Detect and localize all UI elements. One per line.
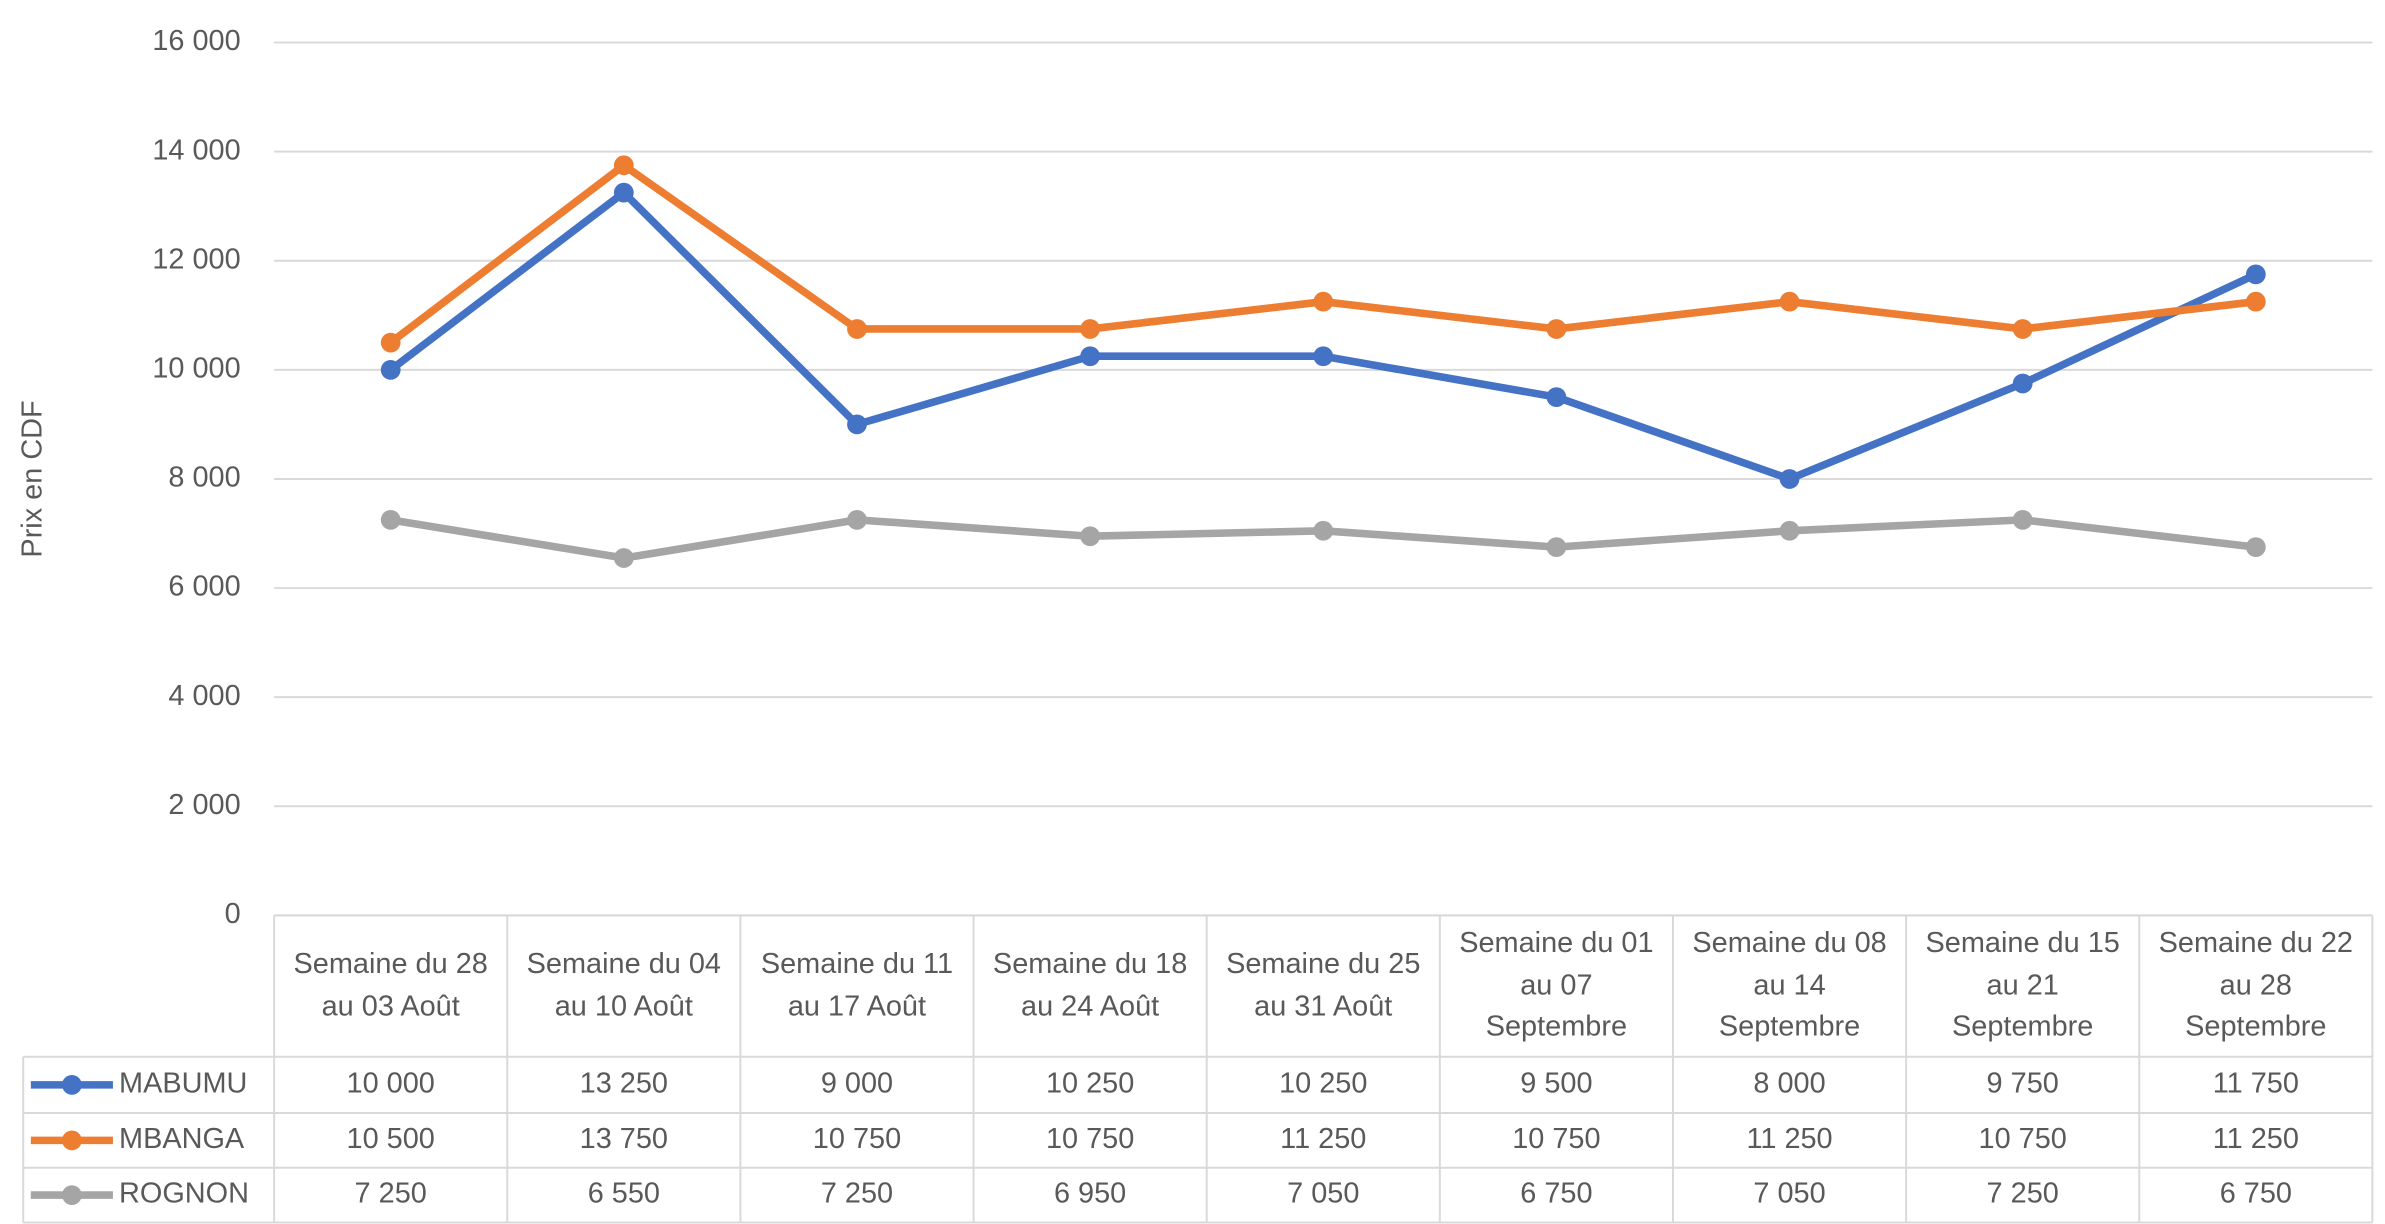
data-point <box>2012 373 2033 394</box>
table-value: 11 250 <box>1280 1123 1366 1155</box>
table-value: 10 750 <box>1512 1123 1600 1155</box>
legend-label: MBANGA <box>119 1123 245 1155</box>
table-value: 6 950 <box>1054 1178 1126 1210</box>
table-value: 9 000 <box>821 1067 893 1099</box>
table-value: 13 250 <box>580 1067 668 1099</box>
table-value: 10 750 <box>1979 1123 2067 1155</box>
x-tick-label: Semaine du 01 au 07 Septembre <box>1459 927 1654 1044</box>
data-point <box>1546 319 1567 339</box>
series <box>380 182 2266 489</box>
grid <box>274 41 2373 917</box>
legend-label: MABUMU <box>119 1067 247 1099</box>
y-tick-label: 10 000 <box>152 352 240 384</box>
data-point <box>2012 319 2033 339</box>
legend-marker <box>62 1130 82 1151</box>
table-value: 7 050 <box>1287 1178 1359 1210</box>
data-point <box>1546 387 1567 408</box>
y-tick-label: 16 000 <box>152 25 240 57</box>
data-point <box>1779 469 1800 489</box>
series <box>380 509 2266 568</box>
y-tick-label: 4 000 <box>168 680 240 712</box>
category-cell: Semaine du 01 au 07 Septembre <box>1459 927 1654 1044</box>
x-tick-label: Semaine du 25 au 31 Août <box>1226 948 1421 1023</box>
table-value: 6 750 <box>1520 1178 1592 1210</box>
table-value: 13 750 <box>580 1123 668 1155</box>
category-cell: Semaine du 28 au 03 Août <box>293 948 488 1023</box>
data-point <box>380 332 401 353</box>
data-point <box>1313 346 1334 367</box>
data-point <box>847 319 867 339</box>
table-value: 10 500 <box>347 1123 435 1155</box>
table-value: 7 250 <box>1987 1178 2059 1210</box>
table-value: 10 750 <box>813 1123 901 1155</box>
x-tick-label: Semaine du 08 au 14 Septembre <box>1692 927 1887 1044</box>
data-point <box>1080 526 1101 547</box>
series-line <box>388 161 2257 346</box>
legend-marker <box>62 1074 82 1095</box>
table-value: 11 250 <box>2213 1123 2299 1155</box>
data-point <box>1313 520 1334 541</box>
y-tick-label: 2 000 <box>168 789 240 821</box>
table-value: 10 250 <box>1279 1067 1367 1099</box>
legend-marker <box>62 1185 82 1205</box>
x-tick-label: Semaine du 11 au 17 Août <box>760 948 954 1023</box>
table-value: 10 250 <box>1046 1067 1134 1099</box>
data-point <box>380 359 401 380</box>
data-table: MABUMU 10 000 13 250 9 000 10 250 10 250 9 500… <box>22 914 2374 1224</box>
data-point <box>2012 509 2033 530</box>
data-point <box>1080 319 1101 339</box>
y-tick-label: 12 000 <box>152 243 240 275</box>
y-tick-label: 14 000 <box>152 134 240 166</box>
data-point <box>847 509 867 530</box>
data-point <box>613 182 634 203</box>
legend-label: ROGNON <box>119 1178 249 1210</box>
data-point <box>2245 537 2266 558</box>
table-value: 6 750 <box>2220 1178 2292 1210</box>
table-value: 7 250 <box>355 1178 427 1210</box>
data-point <box>847 414 867 435</box>
data-point <box>1080 346 1101 367</box>
series-line <box>388 188 2258 483</box>
category-cell: Semaine du 15 au 21 Septembre <box>1925 927 2120 1044</box>
table-value: 10 750 <box>1046 1123 1134 1155</box>
series <box>380 155 2266 353</box>
table-value: 7 250 <box>821 1178 893 1210</box>
category-cell: Semaine du 11 au 17 Août <box>760 948 954 1023</box>
table-value: 11 750 <box>2213 1067 2299 1099</box>
data-point <box>613 548 634 568</box>
table-value: 8 000 <box>1753 1067 1825 1099</box>
y-tick-label: 6 000 <box>168 571 240 603</box>
category-cell: Semaine du 22 au 28 Septembre <box>2158 927 2353 1044</box>
data-point <box>1546 537 1567 558</box>
data-point <box>1779 520 1800 541</box>
data-point <box>1313 291 1334 312</box>
y-axis-label: Prix en CDF <box>17 400 49 557</box>
data-point <box>2245 264 2266 285</box>
table-value: 9 750 <box>1987 1067 2059 1099</box>
table-value: 10 000 <box>347 1067 435 1099</box>
x-tick-label: Semaine du 15 au 21 Septembre <box>1925 927 2120 1044</box>
x-tick-label: Semaine du 04 au 10 Août <box>526 948 722 1023</box>
data-point <box>613 155 634 176</box>
category-cell: Semaine du 25 au 31 Août <box>1226 948 1421 1023</box>
y-tick-label: 8 000 <box>168 462 240 494</box>
x-tick-label: Semaine du 28 au 03 Août <box>293 948 488 1023</box>
table-value: 11 250 <box>1746 1123 1832 1155</box>
table-value: 9 500 <box>1520 1067 1592 1099</box>
y-tick-label: 0 <box>225 898 241 930</box>
table-value: 7 050 <box>1753 1178 1825 1210</box>
table-value: 6 550 <box>588 1178 660 1210</box>
x-tick-label: Semaine du 22 au 28 Septembre <box>2158 927 2353 1044</box>
category-cell: Semaine du 08 au 14 Septembre <box>1692 927 1887 1044</box>
data-point <box>2245 291 2266 312</box>
data-point <box>380 509 401 530</box>
x-tick-label: Semaine du 18 au 24 Août <box>992 948 1188 1023</box>
category-cell: Semaine du 04 au 10 Août <box>526 948 722 1023</box>
data-point <box>1779 291 1800 312</box>
category-cell: Semaine du 18 au 24 Août <box>992 948 1188 1023</box>
